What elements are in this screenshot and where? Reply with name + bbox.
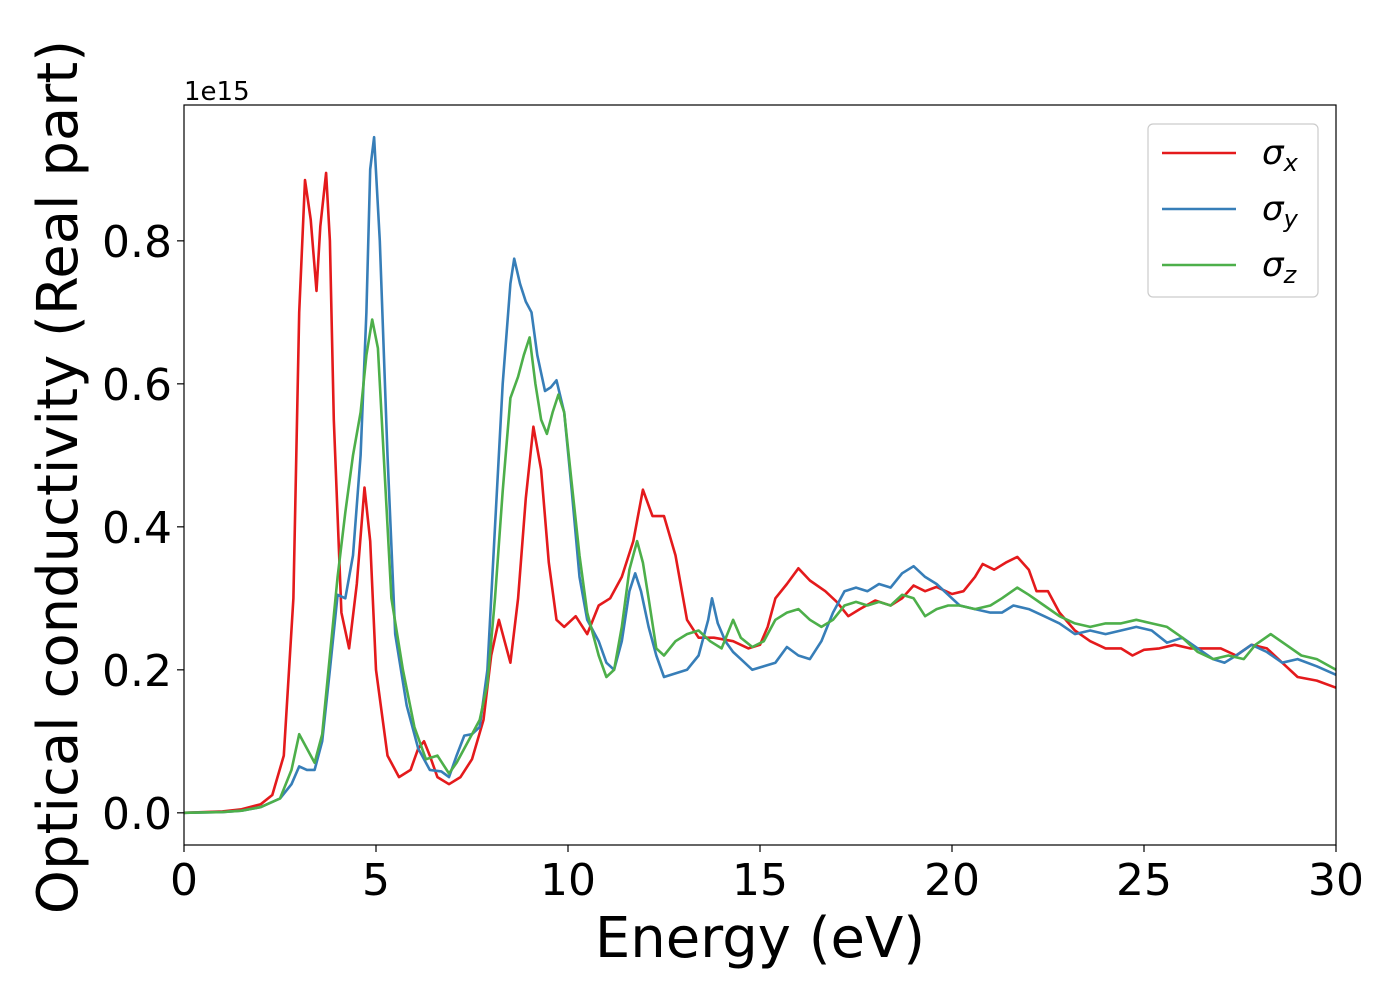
- y-tick-label: 0.8: [102, 217, 172, 268]
- y-tick-label: 0.2: [102, 646, 172, 697]
- x-tick-label: 10: [540, 855, 596, 906]
- x-tick-label: 15: [732, 855, 788, 906]
- y-offset-label: 1e15: [184, 77, 250, 107]
- x-tick-label: 25: [1116, 855, 1172, 906]
- x-tick-label: 0: [170, 855, 198, 906]
- series-line-z: [183, 318, 1337, 815]
- x-tick-label: 5: [362, 855, 390, 906]
- legend-frame: [1147, 123, 1319, 298]
- y-axis: 0.0 0.2 0.4 0.6 0.8: [102, 217, 184, 840]
- series-line-y: [183, 135, 1337, 815]
- y-axis-title: Optical conductivity (Real part): [26, 40, 91, 914]
- x-axis-title: Energy (eV): [595, 906, 925, 971]
- legend-label-x: σx: [1262, 133, 1299, 177]
- legend: σx σy σz: [1147, 123, 1319, 298]
- x-tick-label: 20: [924, 855, 980, 906]
- y-tick-label: 0.0: [102, 789, 172, 840]
- legend-label-z: σz: [1262, 245, 1298, 289]
- plot-lines: [183, 135, 1337, 815]
- x-tick-label: 30: [1308, 855, 1364, 906]
- series-line-x: [183, 171, 1337, 815]
- x-axis: 0 5 10 15 20 25 30: [170, 845, 1364, 906]
- y-tick-label: 0.4: [102, 503, 172, 554]
- y-tick-label: 0.6: [102, 360, 172, 411]
- legend-label-y: σy: [1262, 189, 1299, 233]
